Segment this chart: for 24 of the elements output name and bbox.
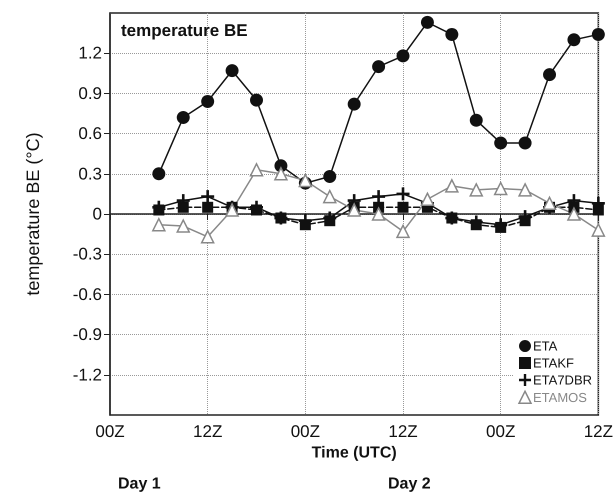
x-tick-label: 00Z xyxy=(290,422,320,441)
y-tick-label: 1.2 xyxy=(78,44,102,63)
text: Day 1 xyxy=(118,476,161,492)
legend-label: ETA xyxy=(533,338,558,354)
y-tick-label: 0 xyxy=(92,204,102,224)
y-tick-label: 0.3 xyxy=(78,164,102,184)
y-tick-label: 0.6 xyxy=(78,124,102,144)
x-tick-label: 00Z xyxy=(486,422,516,441)
legend-label: ETAKF xyxy=(533,356,574,370)
text: Day 2 xyxy=(388,476,431,492)
x-tick-label: 12Z xyxy=(193,422,222,441)
y-tick-label: 0.9 xyxy=(78,84,102,103)
legend-label: ETAMOS xyxy=(533,390,588,405)
x-axis-title: Time (UTC) xyxy=(312,444,397,462)
x-tick-label: 12Z xyxy=(584,422,613,441)
y-axis-title: temperature BE (°C) xyxy=(23,132,43,296)
legend-label: ETA7DBR xyxy=(533,372,592,388)
y-tick-label: -0.6 xyxy=(72,284,102,304)
y-tick-label: -1.2 xyxy=(72,365,102,384)
text: temperature BE xyxy=(121,21,248,40)
y-tick-label: -0.9 xyxy=(72,325,102,344)
x-tick-label: 00Z xyxy=(95,422,125,441)
x-tick-label: 12Z xyxy=(388,422,418,441)
y-tick-label: -0.3 xyxy=(72,244,102,264)
